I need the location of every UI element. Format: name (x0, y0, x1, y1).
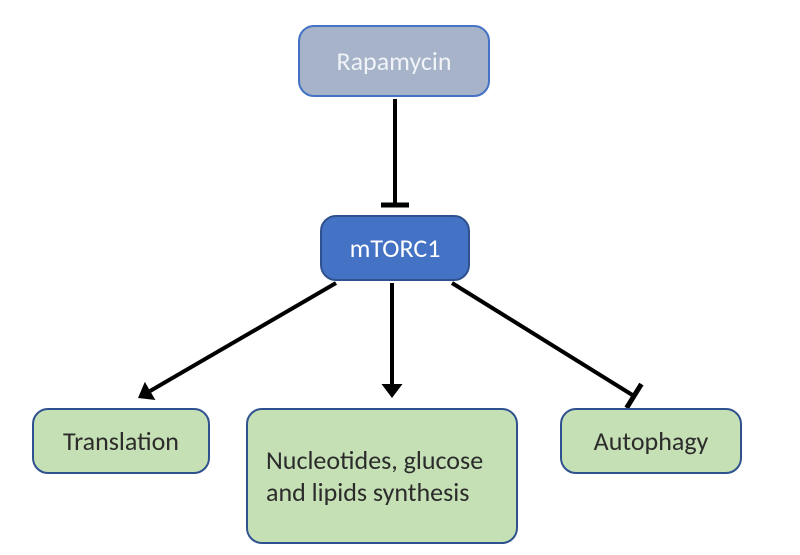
node-synthesis: Nucleotides, glucose and lipids synthesi… (246, 408, 518, 544)
node-synthesis-label: Nucleotides, glucose and lipids synthesi… (266, 444, 498, 509)
node-mtorc1-label: mTORC1 (322, 232, 468, 265)
node-translation-label: Translation (34, 425, 208, 458)
node-translation: Translation (32, 408, 210, 474)
node-autophagy-label: Autophagy (562, 425, 740, 458)
node-autophagy: Autophagy (560, 408, 742, 474)
node-rapamycin: Rapamycin (298, 25, 490, 97)
node-mtorc1: mTORC1 (320, 215, 470, 281)
node-rapamycin-label: Rapamycin (300, 45, 488, 78)
